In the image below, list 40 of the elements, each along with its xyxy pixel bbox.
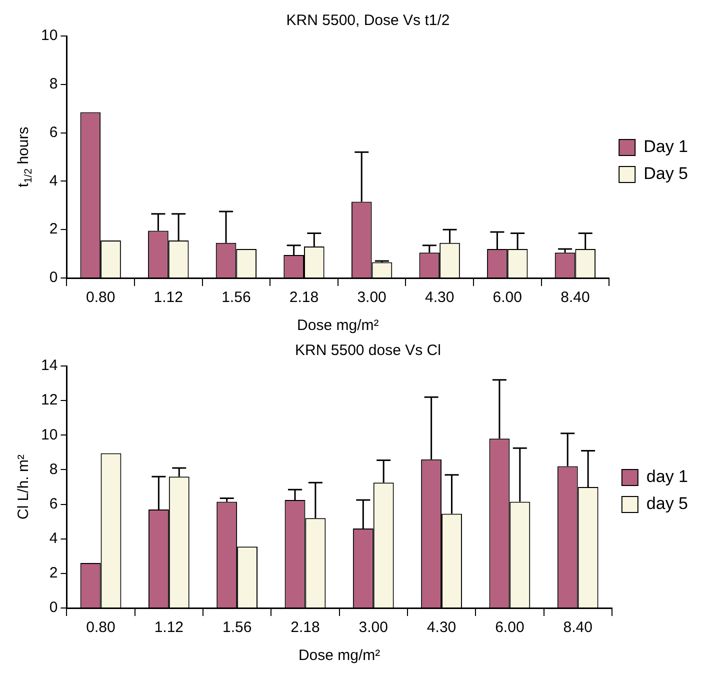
x-axis-title: Dose mg/m² [297,317,379,334]
y-tick-label: 4 [49,530,58,547]
legend-label: Day 1 [644,137,688,156]
y-tick-label: 10 [40,426,58,444]
y-tick-label: 10 [40,27,58,44]
x-tick-label: 6.00 [492,289,522,306]
chart-title: KRN 5500 dose Vs Cl [295,342,441,360]
y-tick-label: 12 [40,392,58,409]
x-tick-label: 1.56 [222,289,251,306]
x-tick-label: 2.18 [290,619,320,636]
chart-title: KRN 5500, Dose Vs t1/2 [286,12,450,30]
y-tick-label: 6 [49,124,58,141]
x-tick-label: 3.00 [357,289,386,306]
y-tick-label: 8 [49,460,58,478]
x-tick-label: 6.00 [495,619,524,636]
x-tick-label: 8.40 [563,619,592,636]
x-axis-title: Dose mg/m² [298,647,380,664]
legend-label: day 1 [646,467,688,486]
legend-label: Day 5 [644,164,688,184]
y-tick-label: 0 [49,269,58,286]
y-tick-label: 0 [49,599,58,616]
x-tick-label: 4.30 [426,619,456,636]
x-tick-label: 0.80 [86,289,116,306]
y-axis-title: Cl L/h. m² [15,454,32,520]
y-tick-label: 2 [49,564,58,582]
legend-label: day 5 [646,494,688,514]
x-tick-label: 1.12 [154,289,183,306]
x-tick-label: 8.40 [560,289,590,306]
y-tick-label: 4 [49,172,58,190]
x-tick-label: 1.12 [154,619,184,636]
y-tick-label: 6 [49,495,58,512]
y-tick-label: 8 [49,76,58,93]
x-tick-label: 3.00 [358,619,388,636]
x-tick-label: 2.18 [289,289,319,306]
x-tick-label: 4.30 [424,289,454,306]
x-tick-label: 0.80 [86,619,116,636]
x-tick-label: 1.56 [222,619,252,636]
y-tick-label: 2 [49,220,58,238]
y-tick-label: 14 [40,357,58,374]
y-axis-title: t1/2 hours [15,126,34,188]
